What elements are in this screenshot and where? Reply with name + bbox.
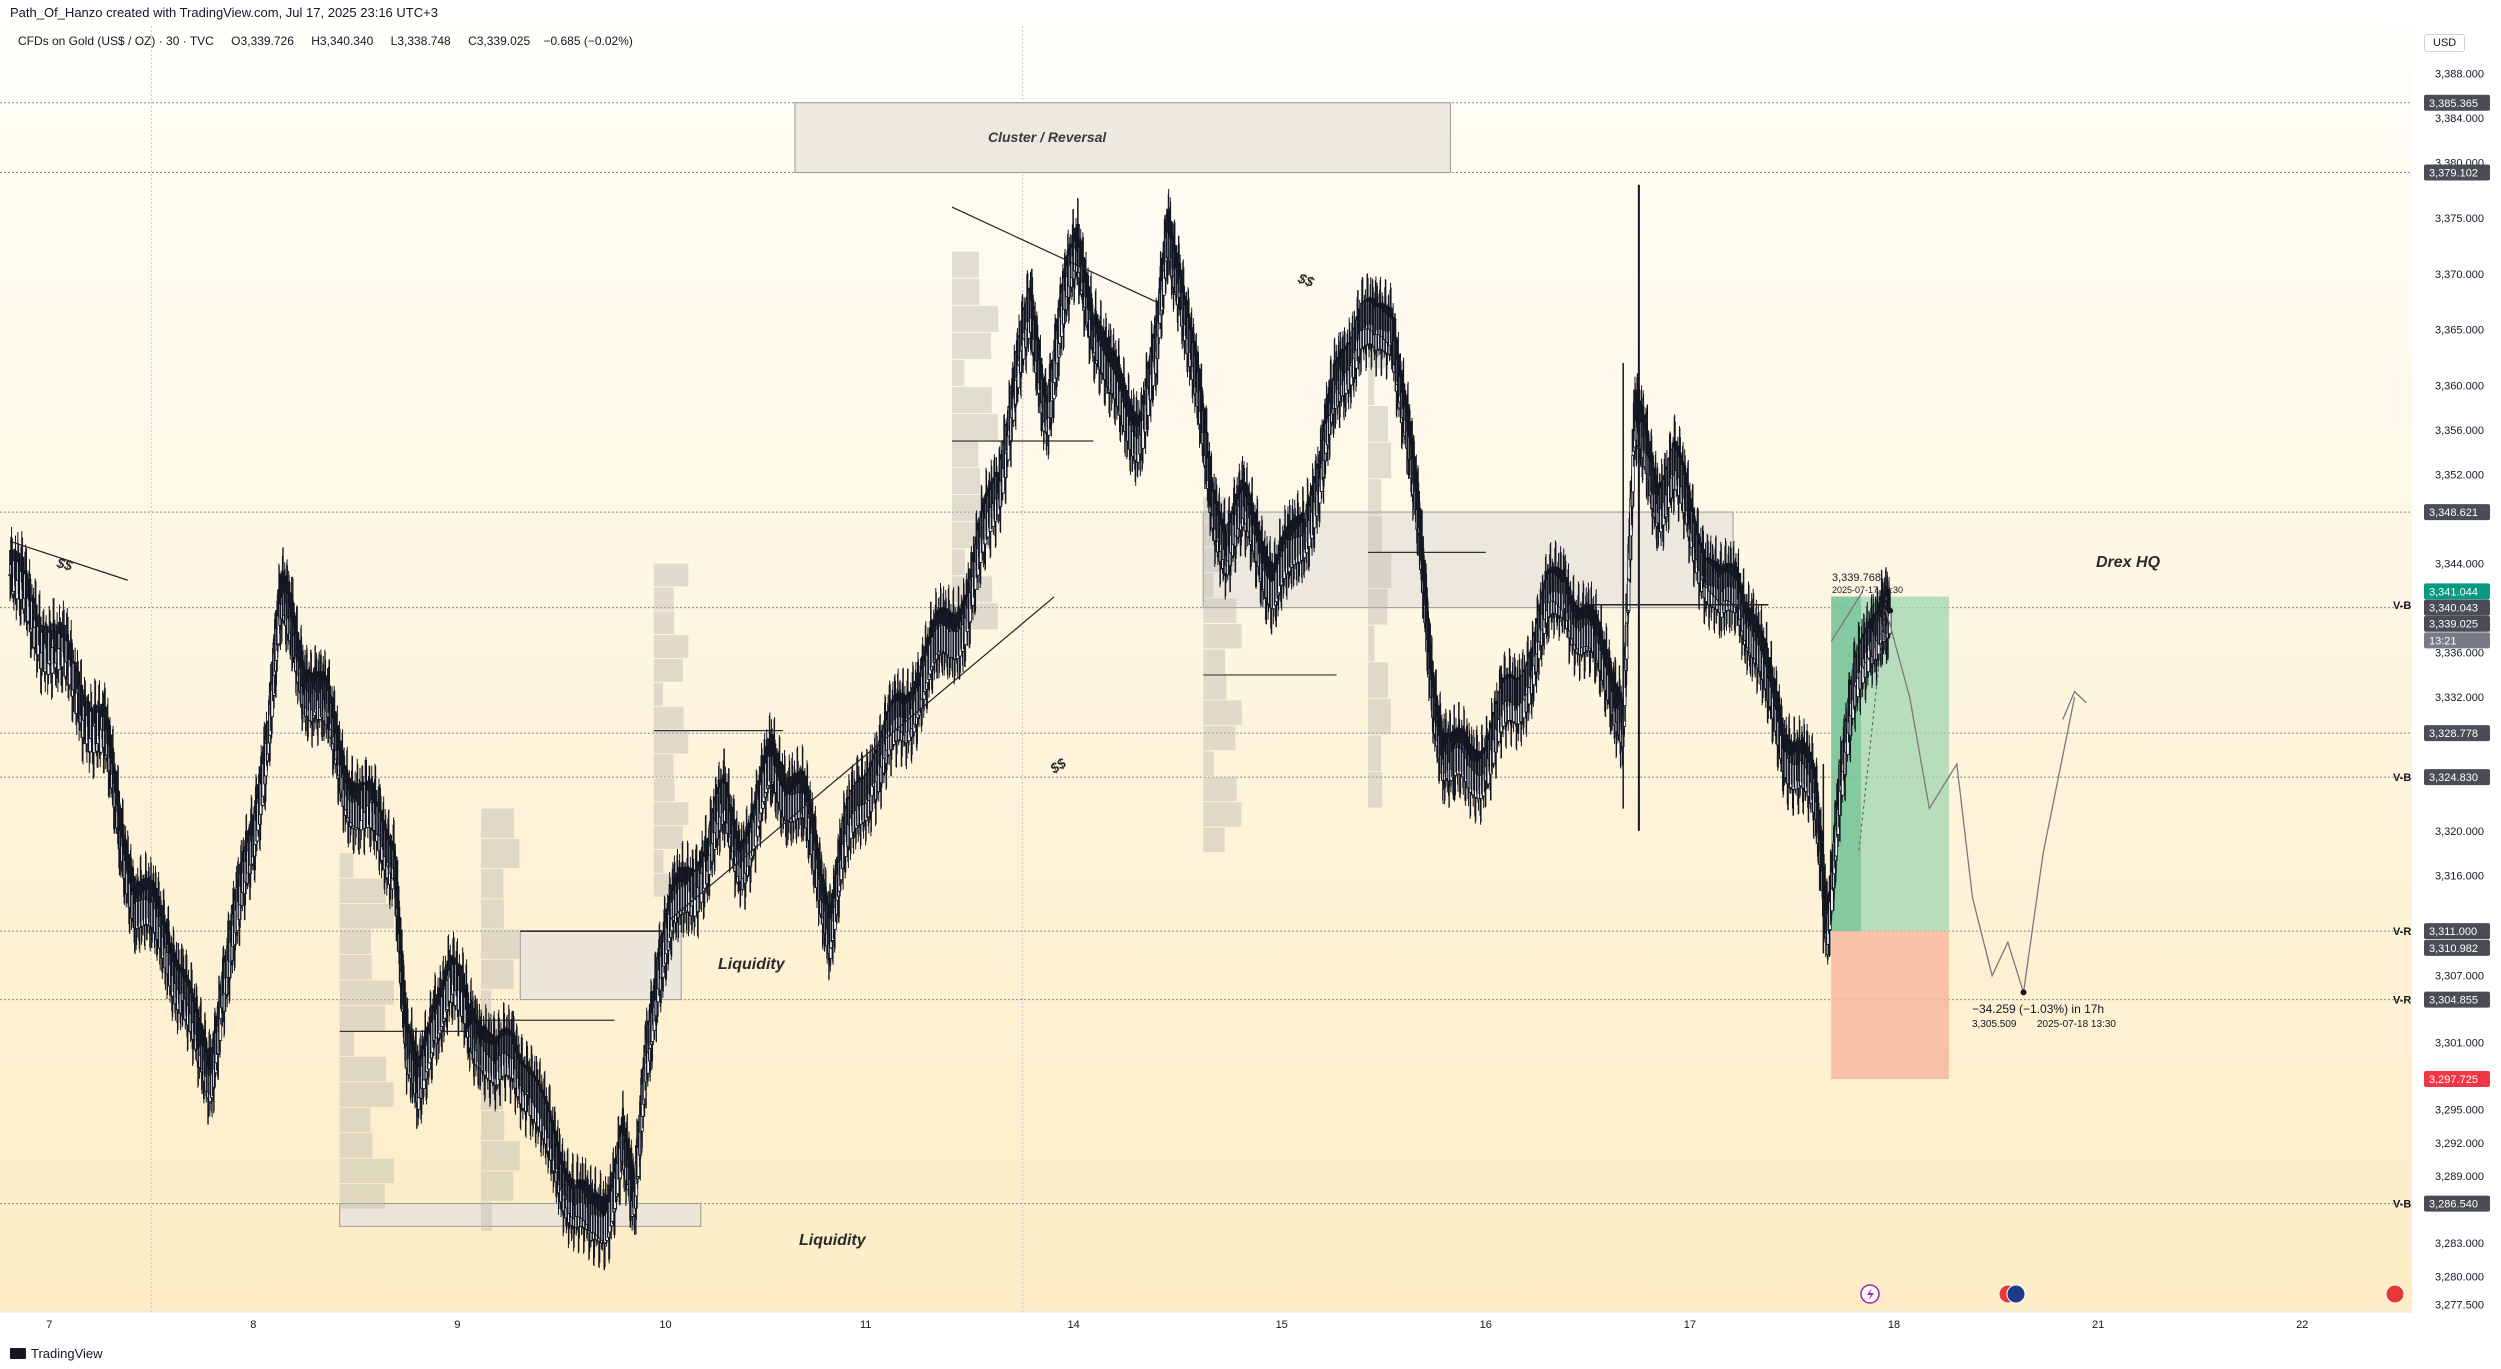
profile-bar (1203, 674, 1227, 700)
profile-bar (481, 1110, 505, 1141)
profile-bar (1203, 700, 1242, 725)
profile-bar (1368, 369, 1375, 405)
candles (8, 184, 1892, 1271)
profile-bar (653, 730, 689, 754)
profile-bar (339, 1031, 355, 1056)
profile-bar (653, 849, 664, 873)
profile-bar (1368, 442, 1392, 479)
profile-bar (653, 802, 689, 826)
profile-bar (339, 1133, 373, 1158)
loss-zone (1831, 931, 1949, 1080)
candle-body (517, 1053, 521, 1060)
profile-bar (481, 869, 504, 899)
candle-body (829, 947, 833, 959)
profile-bar (1368, 625, 1375, 662)
profile-bar (952, 332, 992, 359)
profile-bar (952, 251, 979, 278)
profile-bar (1368, 515, 1383, 552)
profile-bar (1203, 649, 1226, 674)
profile-bar (339, 1082, 394, 1107)
profile-bar (339, 878, 386, 904)
profile-bar (1368, 479, 1382, 515)
profile-bar (339, 955, 372, 980)
profile-bar (339, 929, 372, 954)
profile-bar (952, 549, 965, 576)
profile-bar (952, 359, 965, 386)
profile-bar (339, 904, 394, 929)
profile-bar (481, 1141, 520, 1171)
profile-bar (653, 706, 684, 730)
candle-body (623, 1127, 627, 1136)
profile-bar (1368, 552, 1392, 588)
profile-bar (481, 959, 514, 990)
candle-body (359, 820, 363, 831)
profile-bar (339, 1184, 385, 1209)
profile-bar (653, 754, 674, 778)
profile-bar (952, 468, 980, 495)
profile-bar (339, 1056, 387, 1082)
candle-body (417, 1097, 421, 1110)
candle-body (131, 876, 136, 893)
profile-bar (952, 441, 979, 468)
profile-bar (653, 587, 674, 611)
profile-bar (339, 980, 394, 1005)
profile-bar (1203, 776, 1237, 802)
profile-bar (653, 826, 683, 849)
profile-bar (1368, 772, 1383, 808)
candle-body (427, 1062, 431, 1070)
creator-bar: Path_Of_Hanzo created with TradingView.c… (0, 0, 2501, 27)
profile-bar (481, 929, 520, 959)
profile-bar (1203, 751, 1215, 776)
profile-bar (481, 1171, 514, 1201)
profile-bar (1203, 725, 1236, 751)
zone-3 (339, 1203, 702, 1227)
profile-bar (1203, 573, 1214, 598)
profile-bar (952, 278, 980, 305)
profile-bar (952, 386, 992, 413)
profile-bar (481, 1201, 492, 1231)
profile-bar (1203, 598, 1237, 624)
profile-bar (481, 838, 520, 869)
candle-body (693, 898, 697, 917)
chart-background (0, 26, 2412, 1336)
profile-bar (1203, 624, 1242, 649)
candle-body (422, 1079, 426, 1089)
profile-bar (339, 1158, 394, 1184)
profile-bar (1368, 735, 1381, 771)
zone-0 (794, 102, 1451, 174)
creator-line: Path_Of_Hanzo created with TradingView.c… (10, 5, 438, 20)
profile-bar (1368, 662, 1389, 698)
profile-bar (653, 563, 689, 587)
profile-bar (653, 635, 689, 659)
profile-bar (339, 1107, 371, 1133)
profile-bar (653, 611, 675, 635)
profile-bar (1368, 589, 1388, 625)
profile-bar (653, 682, 663, 706)
profile-bar (653, 659, 684, 682)
profile-bar (1368, 406, 1388, 442)
profile-bar (952, 305, 999, 332)
profile-bar (1368, 698, 1391, 735)
profile-bar (481, 899, 504, 929)
profile-bar (1203, 802, 1242, 827)
profile-bar (481, 808, 514, 838)
profile-bar (952, 413, 999, 441)
profile-bar (1203, 827, 1225, 853)
profile-bar (339, 853, 354, 878)
profile-bar (339, 1005, 386, 1031)
profile-bar (653, 778, 675, 802)
price-chart[interactable]: Cluster / Reversal Drex HQ Liquidity Liq… (0, 26, 2501, 1336)
